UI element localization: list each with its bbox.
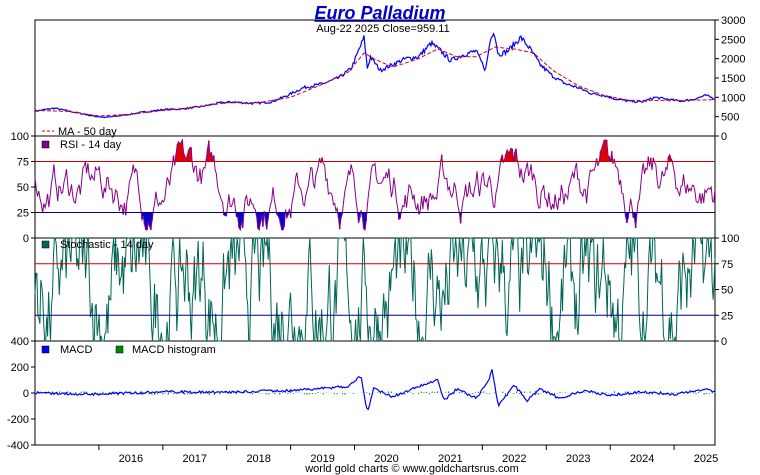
- x-tick-label: 2025: [694, 453, 718, 465]
- stochastic-legend-swatch: [41, 240, 50, 249]
- x-tick-label: 2021: [438, 453, 462, 465]
- y-tick-label: -200: [7, 414, 29, 426]
- macd-histogram-legend-swatch: [115, 345, 124, 354]
- y-tick-label: 500: [721, 112, 739, 124]
- y-tick-label: 50: [17, 182, 29, 194]
- y-tick-label: 1500: [721, 73, 745, 85]
- y-tick-label: 2500: [721, 34, 745, 46]
- footer-credit: world gold charts © www.goldchartsrus.co…: [304, 463, 519, 475]
- price-layer: [34, 32, 716, 119]
- y-tick-label: 3000: [721, 15, 745, 27]
- stochastic-layer: [34, 236, 716, 342]
- y-tick-label: 100: [11, 131, 29, 143]
- axis-layer: 0500100015002000250030000255075100025507…: [7, 15, 746, 465]
- y-tick-label: 25: [721, 310, 733, 322]
- rsi-legend-label: RSI - 14 day: [60, 139, 122, 151]
- price-series: [34, 32, 716, 119]
- y-tick-label: 0: [23, 233, 29, 245]
- x-tick-label: 2020: [374, 453, 398, 465]
- x-tick-label: 2017: [183, 453, 207, 465]
- ma-50-day-series: [34, 46, 716, 117]
- y-tick-label: -400: [7, 440, 29, 452]
- rsi-panel: [34, 135, 716, 239]
- x-tick-label: 2023: [566, 453, 590, 465]
- y-tick-label: 400: [11, 336, 29, 348]
- ma-legend-label: MA - 50 day: [58, 126, 117, 138]
- y-tick-label: 75: [17, 157, 29, 169]
- y-tick-label: 1000: [721, 92, 745, 104]
- macd-layer: [34, 369, 716, 411]
- macd-legend-swatch: [41, 345, 50, 354]
- macd-histogram-legend-label: MACD histogram: [132, 344, 216, 356]
- rsi-legend-swatch: [41, 140, 50, 149]
- y-tick-label: 0: [23, 388, 29, 400]
- x-tick-label: 2016: [119, 453, 143, 465]
- price-panel: [34, 19, 716, 137]
- y-tick-label: 75: [721, 259, 733, 271]
- y-tick-label: 0: [721, 131, 727, 143]
- macd-series: [34, 369, 716, 411]
- y-tick-label: 100: [721, 233, 739, 245]
- x-tick-label: 2019: [310, 453, 334, 465]
- chart-subtitle: Aug-22 2025 Close=959.11: [316, 23, 449, 35]
- y-tick-label: 50: [721, 285, 733, 297]
- y-tick-label: 25: [17, 208, 29, 220]
- rsi-layer: [34, 138, 716, 232]
- stochastic-legend-label: Stochastic - 14 day: [60, 239, 154, 251]
- y-tick-label: 2000: [721, 54, 745, 66]
- x-tick-label: 2024: [630, 453, 654, 465]
- stochastic-series: [34, 236, 716, 342]
- rsi-series: [34, 138, 716, 232]
- macd-legend-label: MACD: [60, 344, 92, 356]
- y-tick-label: 0: [721, 336, 727, 348]
- chart-title: Euro Palladium: [314, 3, 445, 23]
- y-tick-label: 200: [11, 362, 29, 374]
- x-tick-label: 2022: [502, 453, 526, 465]
- x-tick-label: 2018: [246, 453, 270, 465]
